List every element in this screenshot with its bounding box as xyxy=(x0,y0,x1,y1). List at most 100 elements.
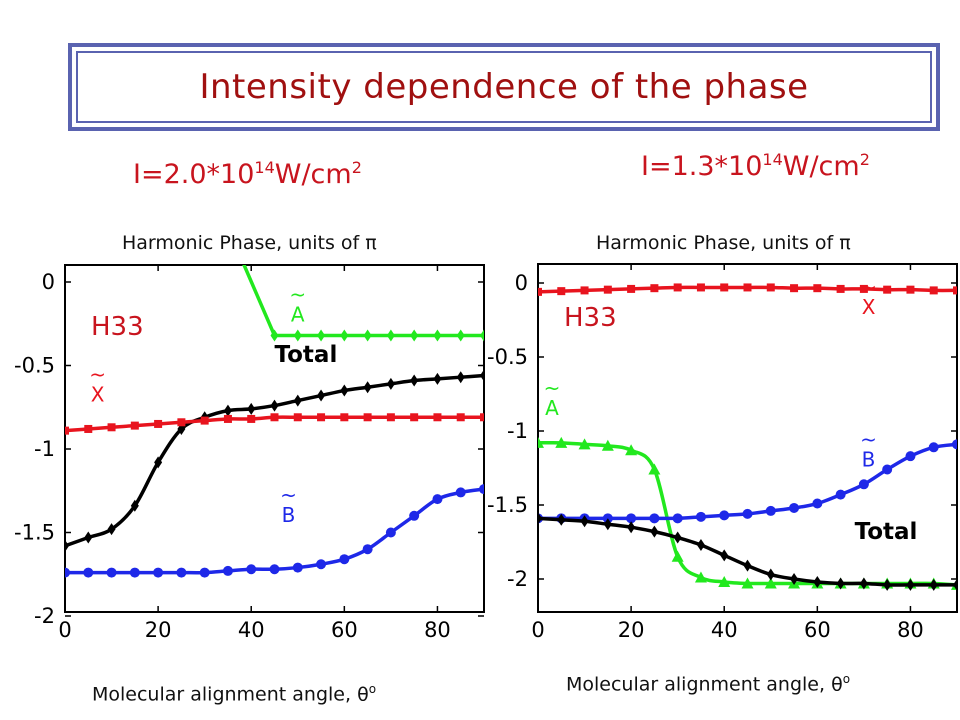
data-point-x xyxy=(929,286,938,295)
data-point-x xyxy=(293,413,302,422)
data-point-a xyxy=(764,577,777,589)
data-point-x xyxy=(720,283,729,292)
data-point-b xyxy=(292,562,303,573)
data-point-total xyxy=(953,578,957,591)
data-point-b xyxy=(129,567,140,578)
annotation-tilde: ~ xyxy=(860,428,877,452)
intensity-label-right: I=1.3*1014W/cm2 xyxy=(641,150,870,182)
data-point-b xyxy=(385,527,396,538)
data-point-x xyxy=(154,419,163,428)
data-point-a xyxy=(578,438,591,450)
data-point-total xyxy=(743,559,752,572)
data-point-x xyxy=(480,413,484,422)
data-point-total xyxy=(627,521,636,534)
data-point-b xyxy=(106,567,117,578)
annotation-b: B xyxy=(282,503,296,527)
data-point-x xyxy=(433,413,442,422)
data-point-b xyxy=(479,484,484,495)
plot-title-left: Harmonic Phase, units of π xyxy=(122,232,377,254)
y-tick-label: -1 xyxy=(34,437,55,461)
data-point-x xyxy=(410,413,419,422)
data-point-x xyxy=(883,285,892,294)
plot-frame xyxy=(64,264,485,613)
data-point-a xyxy=(648,463,661,475)
data-point-total xyxy=(270,399,279,412)
data-point-x xyxy=(386,413,395,422)
data-point-a xyxy=(363,329,372,342)
data-point-b xyxy=(339,554,350,565)
data-point-x xyxy=(603,285,612,294)
annotation-a: A xyxy=(291,302,305,326)
y-tick-label: -1 xyxy=(507,419,528,443)
x-tick-label: 80 xyxy=(897,618,924,642)
data-point-x xyxy=(836,284,845,293)
data-point-b xyxy=(432,494,443,505)
data-point-total xyxy=(650,525,659,538)
data-point-total xyxy=(720,549,729,562)
data-point-b xyxy=(269,564,280,575)
data-point-total xyxy=(766,568,775,581)
data-point-b xyxy=(455,487,466,498)
harmonic-label: H33 xyxy=(91,312,144,342)
data-point-x xyxy=(813,284,822,293)
intensity-exponent: 14 xyxy=(762,150,783,169)
data-point-total xyxy=(603,518,612,531)
data-point-total xyxy=(859,577,868,590)
data-point-b xyxy=(83,567,94,578)
annotation-x: X xyxy=(91,383,105,407)
data-point-x xyxy=(84,424,93,433)
x-axis-label-text: Molecular alignment angle, θ xyxy=(92,683,369,706)
annotation-x: X xyxy=(862,295,876,319)
data-point-total xyxy=(84,531,93,544)
annotation-tilde: ~ xyxy=(860,275,877,299)
x-tick-label: 20 xyxy=(618,618,645,642)
y-tick-label: -0.5 xyxy=(487,345,528,369)
data-point-b xyxy=(742,508,753,519)
data-point-total xyxy=(538,512,542,525)
data-point-x xyxy=(650,284,659,293)
y-tick-label: -1.5 xyxy=(14,521,55,545)
data-point-x xyxy=(627,284,636,293)
data-point-x xyxy=(247,414,256,423)
x-axis-label-left: Molecular alignment angle, θo xyxy=(92,682,376,705)
data-point-x xyxy=(456,413,465,422)
data-point-x xyxy=(538,287,542,296)
data-point-b xyxy=(246,564,257,575)
title-box: Intensity dependence of the phase xyxy=(68,43,940,131)
data-point-a xyxy=(293,329,302,342)
data-point-total xyxy=(340,384,349,397)
data-point-x xyxy=(200,416,209,425)
data-point-a xyxy=(601,439,614,451)
x-tick-label: 40 xyxy=(711,618,738,642)
x-axis-label-text: Molecular alignment angle, θ xyxy=(566,673,843,696)
data-point-x xyxy=(177,418,186,427)
data-point-b xyxy=(952,439,957,450)
y-tick-label: -2 xyxy=(34,604,55,628)
data-point-a xyxy=(555,436,568,448)
data-point-a xyxy=(538,436,544,448)
data-point-x xyxy=(859,284,868,293)
x-axis-label-exponent: o xyxy=(368,682,377,696)
series-group xyxy=(65,265,484,578)
annotation-tilde: ~ xyxy=(280,483,297,507)
data-point-a xyxy=(270,329,279,342)
y-tick-label: 0 xyxy=(42,270,55,294)
data-point-a xyxy=(456,329,465,342)
data-point-b xyxy=(672,513,683,524)
data-point-x xyxy=(790,284,799,293)
data-point-b xyxy=(858,479,869,490)
data-point-b xyxy=(649,513,660,524)
data-point-x xyxy=(340,413,349,422)
data-point-b xyxy=(199,567,210,578)
data-point-total xyxy=(836,577,845,590)
data-point-total xyxy=(154,456,163,469)
annotation-a: A xyxy=(545,396,559,420)
data-point-x xyxy=(65,426,69,435)
data-point-b xyxy=(812,498,823,509)
data-point-x xyxy=(696,283,705,292)
slide-title: Intensity dependence of the phase xyxy=(199,67,809,107)
data-point-total xyxy=(557,513,566,526)
